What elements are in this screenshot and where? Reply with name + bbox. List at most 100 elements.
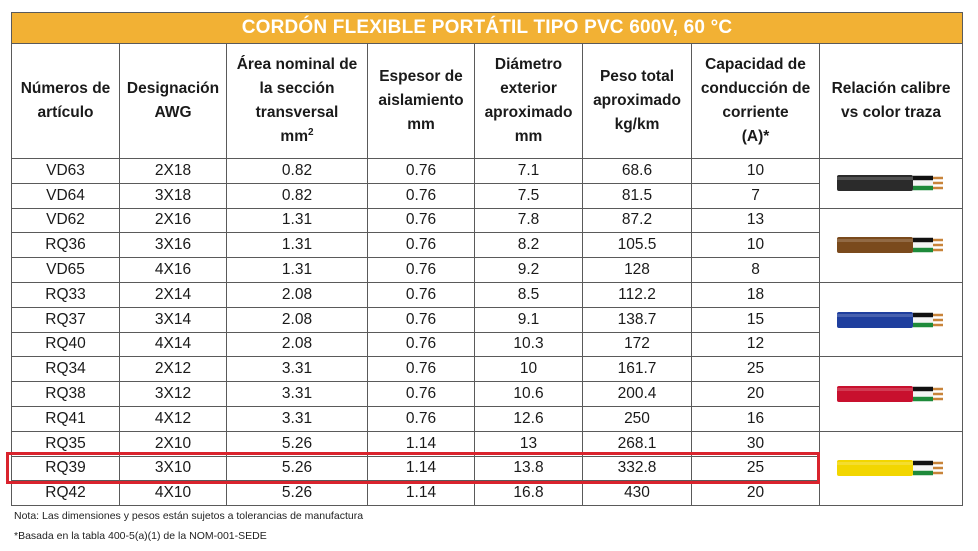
cell-diameter: 7.8	[474, 207, 583, 234]
cell-capacity: 16	[691, 405, 820, 432]
cell-article: VD64	[11, 182, 120, 209]
cable-swatch-cell	[818, 356, 964, 432]
cable-spec-table-container: CORDÓN FLEXIBLE PORTÁTIL TIPO PVC 600V, …	[10, 12, 964, 507]
cell-article: RQ41	[11, 405, 120, 432]
cell-diameter: 10	[474, 356, 583, 383]
cell-diameter: 9.1	[474, 306, 583, 333]
table-row: VD62 2X16 1.31 0.76 7.8 87.2 13	[11, 207, 964, 283]
cell-diameter: 9.2	[474, 257, 583, 283]
cell-insulation: 0.76	[367, 207, 475, 234]
cell-insulation: 0.76	[367, 257, 475, 283]
cell-article: VD63	[11, 158, 120, 184]
cable-jacket-shine	[837, 313, 914, 317]
cell-insulation: 1.14	[367, 430, 475, 457]
cell-insulation: 1.14	[367, 480, 475, 507]
table-row: VD65 4X16 1.31 0.76 9.2 128 8	[11, 257, 963, 283]
table-row: RQ37 3X14 2.08 0.76 9.1 138.7 15	[11, 306, 963, 333]
header-gauge-color-relation: Relación calibre vs color traza	[818, 43, 964, 159]
cell-capacity: 25	[691, 356, 820, 383]
cell-weight: 161.7	[582, 356, 692, 383]
cell-weight: 138.7	[582, 306, 692, 333]
cell-insulation: 0.76	[367, 158, 475, 184]
footnote-standard: *Basada en la tabla 400-5(a)(1) de la NO…	[14, 530, 267, 542]
cell-weight: 87.2	[582, 207, 692, 234]
table-title: CORDÓN FLEXIBLE PORTÁTIL TIPO PVC 600V, …	[10, 12, 964, 44]
cell-area: 0.82	[226, 182, 368, 209]
header-current-capacity: Capacidad de conducción de corriente (A)…	[691, 43, 820, 159]
cell-insulation: 0.76	[367, 232, 475, 259]
cell-weight: 250	[582, 405, 692, 432]
cable-swatch-cell	[818, 430, 964, 507]
cell-area: 2.08	[226, 306, 368, 333]
cable-jacket-shine	[837, 177, 914, 181]
cell-area: 5.26	[226, 455, 368, 482]
cell-awg: 3X16	[119, 232, 227, 259]
cell-area: 3.31	[226, 356, 368, 383]
cell-capacity: 30	[691, 430, 820, 457]
cell-capacity: 8	[691, 257, 820, 283]
header-article-number: Números de artículo	[11, 43, 120, 159]
cell-capacity: 20	[691, 381, 820, 407]
cable-jacket	[837, 175, 914, 192]
cell-diameter: 10.6	[474, 381, 583, 407]
cell-area: 5.26	[226, 430, 368, 457]
cell-awg: 3X18	[119, 182, 227, 209]
table-row: VD63 2X18 0.82 0.76 7.1 68.6 10	[11, 158, 964, 209]
cell-weight: 332.8	[582, 455, 692, 482]
cell-weight: 81.5	[582, 182, 692, 209]
cell-area: 5.26	[226, 480, 368, 507]
cable-swatch-12awg-icon	[837, 386, 944, 403]
cell-awg: 3X14	[119, 306, 227, 333]
cell-diameter: 13.8	[474, 455, 583, 482]
table-row: RQ35 2X10 5.26 1.14 13 268.1 30	[11, 430, 964, 507]
cell-weight: 105.5	[582, 232, 692, 259]
cell-weight: 268.1	[582, 430, 692, 457]
cell-capacity: 25	[691, 455, 820, 482]
cable-jacket	[837, 386, 914, 403]
cable-swatch-cell	[818, 158, 964, 209]
cell-area: 1.31	[226, 207, 368, 234]
cell-insulation: 0.76	[367, 381, 475, 407]
cable-swatch-cell	[818, 281, 964, 358]
cell-article: RQ40	[11, 331, 120, 358]
cell-article: RQ36	[11, 232, 120, 259]
cable-spec-table: CORDÓN FLEXIBLE PORTÁTIL TIPO PVC 600V, …	[10, 12, 964, 507]
cable-jacket-shine	[837, 462, 914, 466]
cell-diameter: 16.8	[474, 480, 583, 507]
cell-awg: 2X12	[119, 356, 227, 383]
cell-weight: 430	[582, 480, 692, 507]
table-row: RQ42 4X10 5.26 1.14 16.8 430 20	[11, 480, 963, 507]
cell-weight: 68.6	[582, 158, 692, 184]
cell-diameter: 13	[474, 430, 583, 457]
cell-diameter: 10.3	[474, 331, 583, 358]
cell-awg: 3X10	[119, 455, 227, 482]
header-insulation-thickness: Espesor de aislamiento mm	[367, 43, 475, 159]
cell-awg: 2X16	[119, 207, 227, 234]
cell-article: VD62	[11, 207, 120, 234]
cell-diameter: 8.5	[474, 281, 583, 308]
header-total-weight: Peso total aproximado kg/km	[582, 43, 692, 159]
cell-weight: 172	[582, 331, 692, 358]
cable-swatch-cell	[818, 207, 964, 283]
cell-area: 3.31	[226, 381, 368, 407]
cell-weight: 128	[582, 257, 692, 283]
cable-swatch-10awg-icon	[837, 460, 944, 477]
cell-area: 0.82	[226, 158, 368, 184]
table-row: RQ33 2X14 2.08 0.76 8.5 112.2 18	[11, 281, 964, 358]
cell-capacity: 10	[691, 232, 820, 259]
cell-article: RQ35	[11, 430, 120, 457]
table-row: RQ38 3X12 3.31 0.76 10.6 200.4 20	[11, 381, 963, 407]
cell-area: 2.08	[226, 331, 368, 358]
cell-weight: 112.2	[582, 281, 692, 308]
cell-capacity: 7	[691, 182, 820, 209]
cable-jacket-shine	[837, 239, 914, 243]
cell-diameter: 12.6	[474, 405, 583, 432]
cell-awg: 2X18	[119, 158, 227, 184]
cell-awg: 4X12	[119, 405, 227, 432]
cell-capacity: 15	[691, 306, 820, 333]
cell-area: 2.08	[226, 281, 368, 308]
table-row-highlighted: RQ39 3X10 5.26 1.14 13.8 332.8 25	[11, 455, 963, 482]
cell-capacity: 13	[691, 207, 820, 234]
cell-insulation: 0.76	[367, 405, 475, 432]
header-awg-designation: Designación AWG	[119, 43, 227, 159]
